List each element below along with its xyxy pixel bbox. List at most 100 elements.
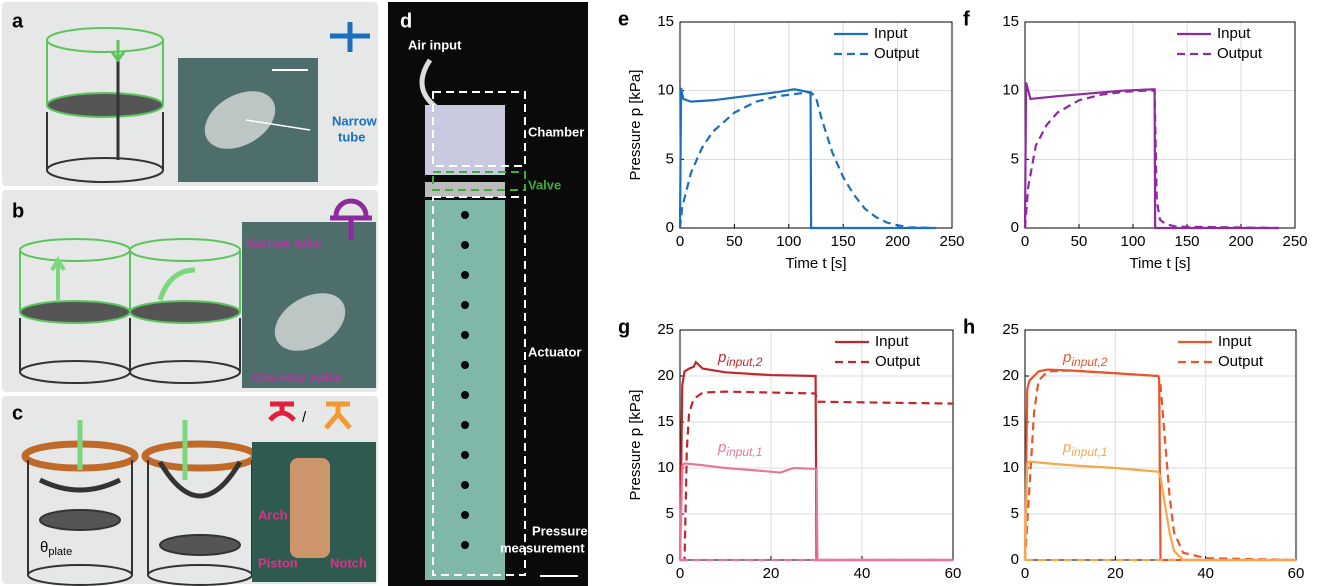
- y-tick-label: 15: [1002, 413, 1019, 430]
- box: [432, 91, 526, 167]
- y-tick-label: 20: [1002, 367, 1019, 384]
- annotation: Notch: [330, 555, 367, 570]
- annotation: Actuator: [528, 344, 581, 359]
- y-tick-label: 0: [1011, 551, 1019, 568]
- legend-label: Output: [1218, 353, 1264, 370]
- x-tick-label: 250: [1282, 233, 1307, 250]
- annotation-text: p: [1062, 439, 1071, 456]
- annotation: pinput,1: [717, 439, 762, 459]
- y-tick-label: 25: [1002, 321, 1019, 338]
- legend-label: Output: [1217, 45, 1263, 62]
- x-tick-label: 200: [885, 233, 910, 250]
- line-series: [1023, 89, 1279, 230]
- y-tick-label: 15: [657, 413, 674, 430]
- theta-sub: plate: [48, 546, 72, 558]
- y-tick-label: 0: [666, 219, 674, 236]
- symbol: [330, 22, 370, 52]
- annotation-sub: input,1: [1071, 445, 1107, 459]
- panel-a: a Narrow tube: [2, 2, 378, 186]
- y-tick-label: 0: [1011, 219, 1019, 236]
- annotation-sub: input,2: [726, 355, 762, 369]
- photo-device: [290, 458, 330, 558]
- y-tick-label: 10: [657, 459, 674, 476]
- chart: 02040600510152025gTime t [s]Pressure p […: [618, 316, 961, 582]
- annotation-text: p: [1062, 349, 1071, 366]
- plot-bg: [1025, 22, 1295, 228]
- chamber-drawing: [21, 420, 259, 586]
- legend-label: Output: [875, 353, 921, 370]
- annotation: Arch: [258, 507, 288, 522]
- y-tick-label: 15: [657, 13, 674, 30]
- panel-label: d: [400, 10, 412, 32]
- panel-label: a: [12, 10, 24, 32]
- annotation: Air input: [408, 37, 462, 52]
- theta-label: θplate: [40, 539, 72, 558]
- panel-label: f: [963, 8, 970, 30]
- annotation-sub: input,1: [726, 445, 762, 459]
- annotation-text: p: [717, 349, 726, 366]
- annotation: tube: [338, 129, 365, 144]
- symbol: [268, 401, 296, 422]
- y-tick-label: 10: [1002, 459, 1019, 476]
- annotation: One-way valve: [252, 369, 342, 384]
- panel-b: b Narrow tube One-way valve: [2, 190, 378, 392]
- panel-label: b: [12, 200, 24, 222]
- y-axis-label: Pressure p [kPa]: [627, 390, 644, 501]
- x-tick-label: 0: [1021, 233, 1029, 250]
- legend-label: Output: [874, 45, 920, 62]
- x-tick-label: 50: [1071, 233, 1088, 250]
- annotation: pinput,2: [717, 349, 763, 369]
- panel-d: d Air input Chamber Valve Actuator Press…: [388, 2, 588, 586]
- y-tick-label: 20: [657, 367, 674, 384]
- y-tick-label: 5: [1011, 150, 1019, 167]
- x-tick-label: 20: [763, 565, 780, 582]
- x-tick-label: 60: [1288, 565, 1305, 582]
- y-tick-label: 5: [666, 505, 674, 522]
- x-tick-label: 50: [726, 233, 743, 250]
- annotation: measurement: [500, 540, 585, 555]
- annotation-text: p: [717, 439, 726, 456]
- annotation: Pressure: [532, 523, 588, 538]
- line-series: [678, 462, 953, 562]
- annotation: pinput,2: [1062, 349, 1108, 369]
- photo-disk: [204, 91, 276, 149]
- panel-c: c θplate / Arch Piston Notch: [2, 396, 378, 586]
- panel-label: g: [618, 316, 630, 338]
- chart: 0 50 100 150 200 250 0 5 10 15 f Time t [s] Input Out…: [963, 8, 1308, 272]
- x-tick-label: 20: [1107, 565, 1124, 582]
- box: [432, 171, 526, 191]
- y-tick-label: 10: [1002, 82, 1019, 99]
- y-tick-label: 10: [657, 82, 674, 99]
- actuator: [425, 200, 505, 580]
- photo-disk: [274, 293, 346, 351]
- legend-label: Input: [1217, 25, 1251, 42]
- x-tick-label: 150: [1174, 233, 1199, 250]
- x-tick-label: 250: [939, 233, 964, 250]
- box: [432, 196, 526, 576]
- chamber-drawing: [19, 238, 241, 384]
- y-tick-label: 25: [657, 321, 674, 338]
- symbol: [330, 198, 372, 240]
- line-series: [680, 390, 954, 562]
- y-tick-label: 0: [666, 551, 674, 568]
- x-tick-label: 40: [854, 565, 871, 582]
- x-axis-label: Time t [s]: [785, 255, 846, 272]
- annotation: Narrow tube: [246, 235, 322, 250]
- y-tick-label: 15: [1002, 13, 1019, 30]
- legend-label: Input: [1218, 333, 1252, 350]
- x-tick-label: 200: [1228, 233, 1253, 250]
- symbol: [324, 401, 352, 430]
- chamber-drawing: [46, 27, 164, 183]
- pointer: [245, 119, 311, 131]
- annotation: Piston: [258, 555, 298, 570]
- line-series: [1023, 460, 1296, 562]
- x-tick-label: 40: [1197, 565, 1214, 582]
- x-tick-label: 0: [676, 565, 684, 582]
- y-tick-label: 5: [666, 150, 674, 167]
- x-tick-label: 0: [676, 233, 684, 250]
- line-series: [1023, 369, 1297, 562]
- actuator-dots: [461, 211, 469, 549]
- y-axis-label: Pressure p [kPa]: [627, 70, 644, 181]
